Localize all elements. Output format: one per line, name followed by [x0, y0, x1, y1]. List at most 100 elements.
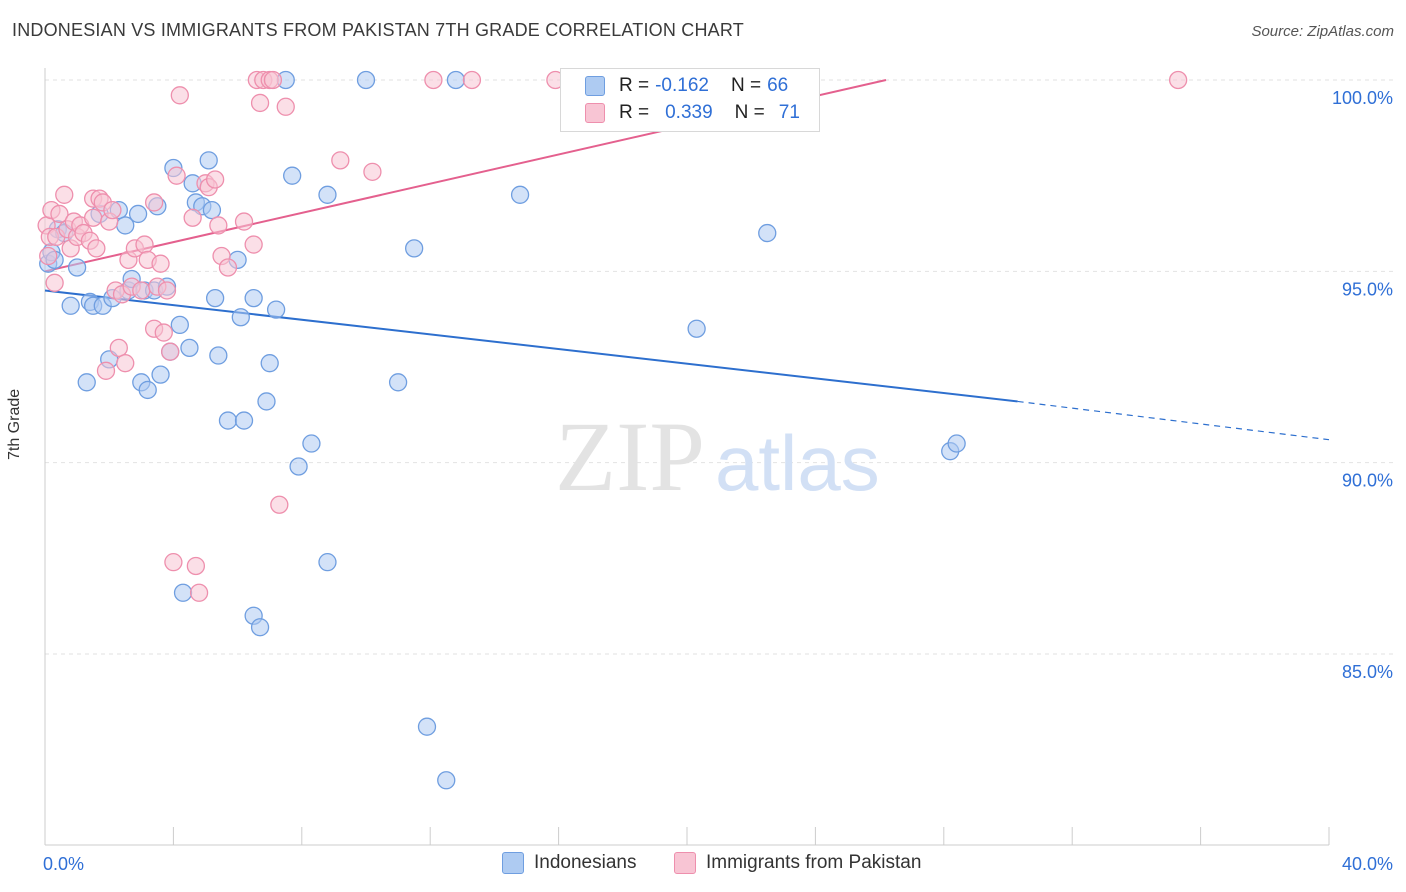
point-pakistan	[164, 553, 183, 572]
chart-title: INDONESIAN VS IMMIGRANTS FROM PAKISTAN 7…	[12, 20, 744, 40]
point-pakistan	[234, 212, 254, 231]
point-pakistan	[55, 185, 74, 204]
point-pakistan	[270, 495, 289, 514]
legend-label-indonesians: Indonesians	[534, 852, 637, 873]
point-pakistan	[87, 239, 106, 258]
point-indonesians	[404, 239, 424, 258]
point-indonesians	[356, 70, 376, 90]
point-indonesians	[283, 166, 302, 185]
point-pakistan	[1168, 70, 1188, 90]
point-indonesians	[218, 411, 238, 430]
legend-item-indonesians[interactable]: Indonesians	[502, 852, 636, 874]
point-indonesians	[170, 315, 189, 335]
r-label: R =	[619, 102, 650, 123]
point-indonesians	[437, 771, 456, 790]
stats-legend-row-pakistan: R = 0.339 N = 71	[585, 100, 800, 126]
point-pakistan	[103, 200, 122, 220]
point-indonesians	[128, 204, 148, 224]
legend-swatch-indonesians	[502, 852, 524, 874]
stats-legend: R = -0.162 N = 66 R = 0.339 N = 71	[560, 68, 820, 132]
watermark-zip: ZIP	[555, 401, 705, 512]
point-pakistan	[109, 338, 128, 358]
point-indonesians	[318, 553, 337, 572]
x-tick-label-min: 0.0%	[43, 854, 84, 874]
point-pakistan	[132, 281, 151, 300]
n-label: N =	[734, 102, 765, 123]
point-pakistan	[39, 246, 58, 266]
point-pakistan	[157, 281, 177, 300]
point-pakistan	[50, 204, 69, 224]
point-pakistan	[209, 216, 228, 235]
x-tick-label-max: 40.0%	[1342, 854, 1393, 874]
point-pakistan	[424, 70, 443, 90]
point-indonesians	[318, 185, 337, 204]
stats-legend-row-indonesians: R = -0.162 N = 66	[585, 73, 788, 99]
point-indonesians	[687, 319, 706, 338]
point-pakistan	[189, 583, 209, 602]
point-indonesians	[947, 434, 966, 453]
point-indonesians	[151, 365, 170, 384]
point-indonesians	[260, 354, 279, 373]
point-indonesians	[209, 346, 228, 365]
point-pakistan	[183, 208, 202, 227]
point-pakistan	[170, 86, 189, 105]
point-pakistan	[276, 97, 295, 116]
point-pakistan	[151, 254, 170, 273]
point-indonesians	[388, 373, 408, 392]
point-pakistan	[154, 323, 173, 342]
point-indonesians	[257, 392, 276, 411]
chart-source: Source: ZipAtlas.com	[1251, 23, 1394, 40]
y-tick-label: 85.0%	[1342, 662, 1393, 682]
point-indonesians	[202, 200, 222, 220]
point-pakistan	[116, 354, 135, 373]
y-tick-label: 100.0%	[1332, 88, 1393, 108]
point-pakistan	[186, 556, 206, 576]
point-pakistan	[205, 170, 225, 189]
legend-swatch-pakistan	[674, 852, 696, 874]
r-value-pakistan: 0.339	[665, 102, 713, 123]
point-pakistan	[263, 70, 283, 90]
point-pakistan	[244, 235, 263, 254]
y-tick-label: 95.0%	[1342, 279, 1393, 299]
watermark-atlas: atlas	[715, 419, 880, 507]
y-tick-labels: 85.0% 90.0% 95.0% 100.0%	[1332, 88, 1393, 682]
n-label: N =	[730, 75, 762, 96]
point-indonesians	[302, 434, 321, 453]
n-value-indonesians: 66	[767, 75, 789, 96]
point-pakistan	[462, 70, 482, 90]
indonesians-swatch	[585, 76, 605, 96]
point-pakistan	[135, 235, 154, 254]
point-indonesians	[205, 288, 225, 308]
point-indonesians	[231, 308, 250, 327]
point-indonesians	[138, 380, 157, 400]
pakistan-swatch	[585, 103, 605, 123]
trend-line-indonesians-extension	[1017, 400, 1330, 441]
point-indonesians	[446, 70, 466, 90]
legend-item-pakistan[interactable]: Immigrants from Pakistan	[674, 852, 921, 874]
watermark: ZIP atlas	[555, 401, 880, 512]
trend-line-indonesians	[44, 289, 1018, 403]
point-pakistan	[96, 361, 116, 380]
y-tick-label: 90.0%	[1342, 471, 1393, 491]
point-pakistan	[144, 193, 164, 212]
point-pakistan	[161, 342, 180, 361]
point-indonesians	[250, 618, 270, 637]
point-pakistan	[250, 93, 270, 113]
point-indonesians	[510, 185, 530, 204]
point-indonesians	[289, 457, 308, 476]
r-value-indonesians: -0.162	[655, 75, 709, 96]
point-indonesians	[67, 258, 87, 277]
point-indonesians	[234, 411, 254, 430]
data-points	[37, 70, 1188, 790]
point-indonesians	[417, 717, 437, 736]
point-pakistan	[167, 166, 186, 185]
axes	[44, 68, 1330, 846]
point-indonesians	[61, 296, 80, 315]
point-pakistan	[84, 208, 103, 227]
n-value-pakistan: 71	[778, 102, 800, 123]
point-pakistan	[331, 151, 350, 170]
point-pakistan	[218, 258, 238, 277]
r-label: R =	[619, 75, 650, 96]
legend-label-pakistan: Immigrants from Pakistan	[706, 852, 922, 873]
